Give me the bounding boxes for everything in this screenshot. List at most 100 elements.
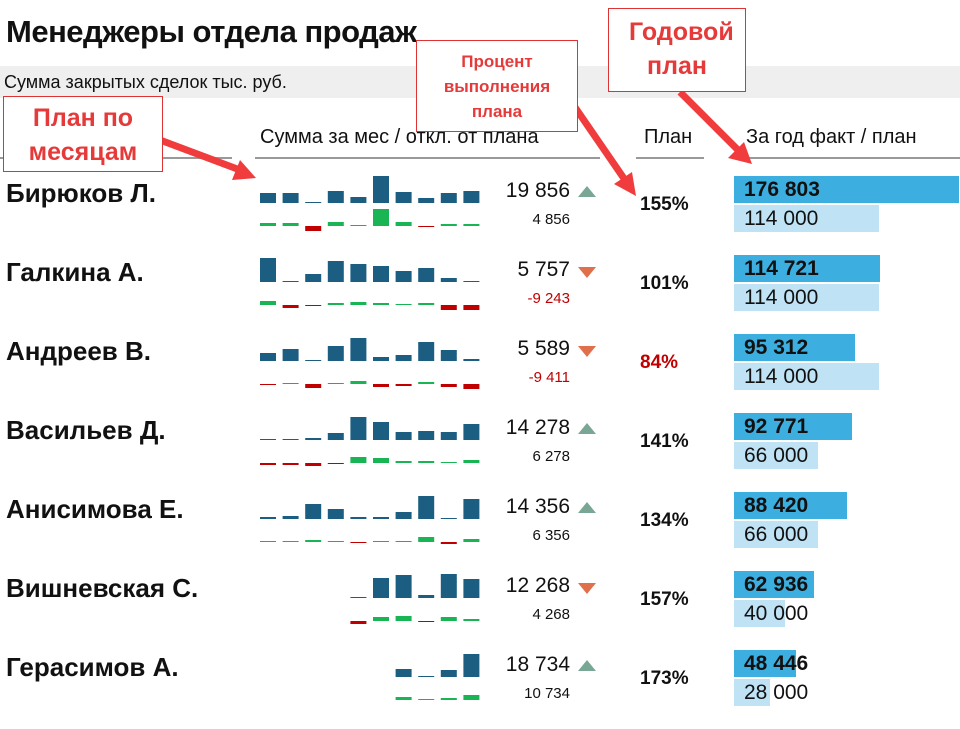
manager-row: Андреев В. 5 589 -9 411 84% 95 312 114 0…	[0, 334, 960, 413]
deviation-bar	[395, 461, 412, 463]
month-bar	[373, 422, 389, 440]
plan-deviation: 6 356	[532, 527, 570, 544]
deviation-bar	[327, 222, 344, 226]
manager-name: Галкина А.	[6, 257, 144, 287]
month-bar	[440, 670, 457, 677]
deviation-bar	[282, 223, 299, 226]
month-bar	[440, 193, 457, 203]
header-year: За год факт / план	[746, 126, 917, 148]
month-bar	[395, 355, 412, 361]
month-bar	[395, 192, 412, 203]
month-bar	[282, 516, 299, 519]
deviation-bar	[440, 617, 457, 621]
deviation-bar	[373, 458, 389, 463]
deviation-bar	[395, 384, 412, 386]
deviation-bar	[260, 463, 276, 465]
deviation-bar	[282, 541, 299, 542]
month-bar	[350, 197, 367, 203]
deviation-bar	[305, 384, 322, 388]
deviation-bar	[260, 223, 276, 226]
deviation-bar	[282, 463, 299, 465]
month-bar	[373, 266, 389, 282]
manager-row: Галкина А. 5 757 -9 243 101% 114 721 114…	[0, 255, 960, 334]
deviation-bar	[395, 616, 412, 621]
deviation-bar	[418, 226, 435, 227]
plan-bar	[734, 521, 818, 548]
deviation-bar	[463, 460, 480, 463]
month-bar	[463, 499, 480, 519]
month-bar	[327, 509, 344, 519]
fact-value: 62 936	[744, 573, 809, 596]
month-bar	[260, 258, 276, 282]
month-bar	[418, 595, 435, 598]
month-sum: 14 278	[505, 416, 570, 439]
month-bar	[440, 432, 457, 440]
header-divider	[636, 157, 704, 159]
month-bar	[373, 357, 389, 361]
deviation-bar	[418, 699, 435, 700]
month-bar	[373, 578, 389, 598]
sparkline	[350, 574, 480, 624]
manager-row: Бирюков Л. 19 856 4 856 155% 176 803 114…	[0, 176, 960, 255]
plan-bar	[734, 284, 880, 311]
deviation-bar	[350, 381, 367, 384]
month-bar	[350, 338, 367, 361]
deviation-bar	[463, 305, 480, 310]
callout-percent: Процент выполнения плана	[416, 40, 578, 132]
deviation-bar	[260, 541, 276, 542]
month-bar	[305, 504, 322, 519]
month-bar	[418, 431, 435, 440]
month-bar	[373, 517, 389, 519]
plan-bar	[734, 679, 770, 706]
deviation-bar	[395, 304, 412, 305]
month-bar	[282, 349, 299, 361]
deviation-bar	[350, 225, 367, 226]
manager-name: Анисимова Е.	[6, 494, 184, 524]
month-bar	[373, 176, 389, 203]
deviation-bar	[373, 541, 389, 542]
month-bar	[282, 281, 299, 282]
page-title: Менеджеры отдела продаж	[6, 14, 417, 49]
month-bar	[418, 342, 435, 361]
manager-row: Герасимов А. 18 734 10 734 173% 48 446 2…	[0, 650, 960, 729]
deviation-bar	[440, 224, 457, 226]
deviation-bar	[463, 384, 480, 389]
manager-row: Анисимова Е. 14 356 6 356 134% 88 420 66…	[0, 492, 960, 571]
month-bar	[418, 198, 435, 203]
plan-percent: 155%	[640, 194, 689, 215]
callout-monthly-plan: План по месяцам	[3, 96, 163, 172]
plan-bar	[734, 205, 880, 232]
sparkline	[260, 496, 480, 544]
header-divider	[734, 157, 960, 159]
month-bar	[305, 438, 322, 440]
month-bar	[395, 432, 412, 440]
deviation-bar	[395, 541, 412, 542]
month-bar	[440, 518, 457, 519]
month-bar	[440, 278, 457, 282]
deviation-bar	[373, 384, 389, 387]
deviation-bar	[440, 305, 457, 310]
month-bar	[305, 360, 322, 361]
month-bar	[305, 202, 322, 203]
month-bar	[463, 654, 480, 677]
plan-value: 66 000	[744, 523, 809, 546]
month-bar	[440, 350, 457, 361]
fact-value: 176 803	[744, 178, 820, 201]
triangle-down-icon	[578, 267, 596, 278]
month-bar	[282, 193, 299, 203]
fact-bar	[734, 492, 847, 519]
header-divider	[255, 157, 600, 159]
deviation-bar	[418, 303, 435, 305]
plan-bar	[734, 600, 785, 627]
plan-percent: 173%	[640, 668, 689, 689]
sparkline	[260, 417, 480, 466]
deviation-bar	[463, 539, 480, 542]
month-bar	[350, 597, 367, 598]
sparkline	[260, 338, 480, 389]
month-sum: 14 356	[505, 495, 570, 518]
deviation-bar	[418, 621, 435, 622]
month-bar	[395, 669, 412, 677]
month-bar	[463, 281, 480, 282]
month-bar	[395, 575, 412, 598]
